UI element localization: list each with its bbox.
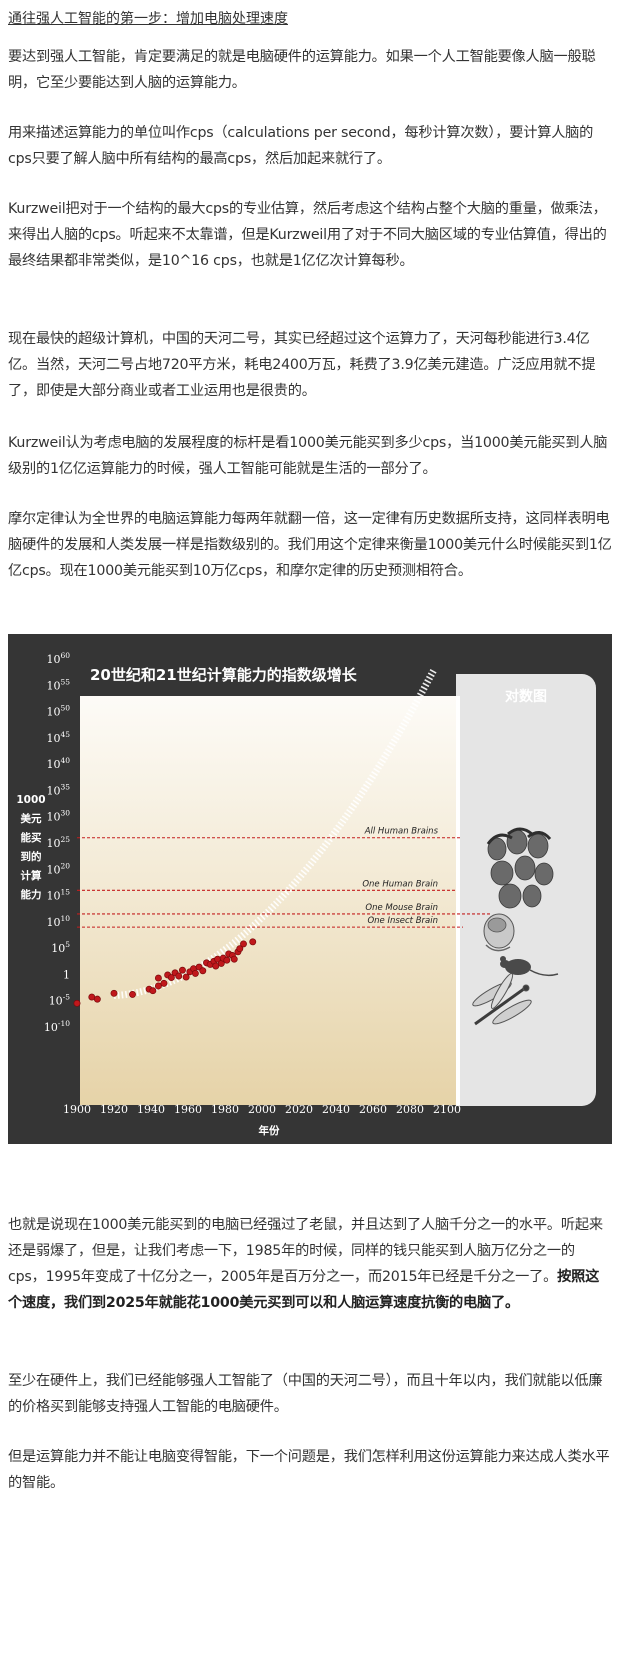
x-tick-label: 2020 (285, 1103, 313, 1116)
data-point (240, 940, 247, 948)
chart-svg: 20世纪和21世纪计算能力的指数级增长 对数图 1000 美元能买到的计算能力 年… (16, 651, 596, 1137)
data-point (182, 973, 190, 981)
data-point (236, 945, 244, 953)
y-tick-label: 1055 (46, 677, 70, 692)
paragraph-6: 摩尔定律认为全世界的电脑运算能力每两年就翻一倍，这一定律有历史数据所支持，这同样… (8, 511, 612, 579)
x-tick-label: 2100 (433, 1103, 461, 1116)
x-tick-label: 1900 (63, 1103, 91, 1116)
x-tick-labels: 1900 1920 1940 1960 1980 2000 2020 2040 2060 2080… (63, 1103, 461, 1116)
data-point (160, 979, 168, 987)
paragraph-8: 至少在硬件上，我们已经能够强人工智能了（中国的天河二号），而且十年以内，我们就能… (8, 1373, 603, 1415)
data-point (73, 999, 81, 1007)
reference-lines: All Human Brains One Human Brain One Mouse… (77, 827, 490, 928)
y-tick-label: 1025 (46, 835, 70, 850)
paragraph-7-emphasis: 按照这个速度，我们到2025年就能花1000美元买到可以和人脑运算速度抗衡的电脑… (8, 1269, 600, 1311)
trend-curve (113, 667, 438, 999)
paragraph-7-text: 也就是说现在1000美元能买到的电脑已经强过了老鼠，并且达到了人脑千分之一的水平… (8, 1217, 603, 1285)
paragraph-4: 现在最快的超级计算机，中国的天河二号，其实已经超过这个运算力了，天河每秒能进行3… (8, 331, 596, 399)
plot-area (80, 696, 458, 1105)
y-tick-label: 10-10 (44, 1019, 70, 1034)
x-tick-label: 2040 (322, 1103, 350, 1116)
y-tick-label: 105 (51, 940, 70, 955)
paragraph-1: 要达到强人工智能，肯定要满足的就是电脑硬件的运算能力。如果一个人工智能要像人脑一… (8, 49, 596, 91)
y-tick-label: 1 (63, 968, 70, 981)
x-axis-label: 年份 (259, 1124, 280, 1137)
data-point (249, 938, 257, 946)
data-point (129, 990, 136, 998)
side-panel-label: 对数图 (505, 688, 547, 705)
data-point (230, 955, 238, 963)
data-point (175, 972, 183, 980)
y-tick-label: 1045 (46, 730, 70, 745)
y-tick-label: 1020 (46, 861, 70, 876)
x-tick-label: 1960 (174, 1103, 202, 1116)
y-axis-label: 1000 美元能买到的计算能力 (16, 794, 45, 901)
heads-illustration (486, 827, 554, 909)
x-tick-label: 2080 (396, 1103, 424, 1116)
y-tick-label: 1035 (46, 782, 70, 797)
data-point (110, 989, 118, 997)
y-tick-labels: 1060 1055 1050 1045 1040 1035 1030 1025 1020 1015… (44, 651, 70, 1034)
x-tick-label: 2000 (248, 1103, 276, 1116)
reference-line-label: All Human Brains (364, 827, 439, 837)
paragraph-2: 用来描述运算能力的单位叫作cps（calculations per second… (8, 125, 594, 167)
x-tick-label: 1940 (137, 1103, 165, 1116)
data-point (178, 966, 186, 974)
y-tick-label: 1015 (46, 888, 70, 903)
data-point (199, 967, 207, 975)
data-point (154, 982, 162, 990)
paragraph-3: Kurzweil把对于一个结构的最大cps的专业估算，然后考虑这个结构占整个大脑… (8, 201, 607, 269)
data-point (212, 962, 220, 970)
y-tick-label: 1010 (46, 914, 70, 929)
mouse-illustration (500, 956, 559, 977)
data-point (223, 956, 231, 964)
x-tick-label: 2060 (359, 1103, 387, 1116)
data-point (154, 974, 162, 982)
paragraph-7: 也就是说现在1000美元能买到的电脑已经强过了老鼠，并且达到了人脑千分之一的水平… (8, 1212, 612, 1316)
data-point (93, 995, 101, 1003)
y-tick-label: 10-5 (49, 993, 71, 1008)
data-point (191, 969, 199, 977)
paragraph-9: 但是运算能力并不能让电脑变得智能，下一个问题是，我们怎样利用这份运算能力来达成人… (8, 1449, 610, 1491)
x-tick-label: 1980 (211, 1103, 239, 1116)
paragraph-5: Kurzweil认为考虑电脑的发展程度的标杆是看1000美元能买到多少cps，当… (8, 435, 608, 477)
y-tick-label: 1030 (46, 809, 70, 824)
data-points (73, 938, 257, 1007)
human-head-brain-illustration (483, 913, 515, 952)
x-tick-label: 1920 (100, 1103, 128, 1116)
computing-power-chart: 20世纪和21世纪计算能力的指数级增长 对数图 1000 美元能买到的计算能力 年… (8, 634, 612, 1144)
y-tick-label: 1040 (46, 756, 70, 771)
reference-line-label: One Human Brain (362, 879, 438, 889)
data-point (167, 974, 175, 982)
reference-line-label: One Mouse Brain (365, 903, 438, 913)
y-tick-label: 1060 (46, 651, 70, 666)
chart-title: 20世纪和21世纪计算能力的指数级增长 (90, 666, 358, 684)
dragonfly-illustration (472, 973, 532, 1026)
article-heading: 通往强人工智能的第一步：增加电脑处理速度 (8, 11, 288, 27)
reference-line-label: One Insect Brain (367, 916, 438, 926)
data-point (149, 987, 157, 995)
y-tick-label: 1050 (46, 704, 70, 719)
